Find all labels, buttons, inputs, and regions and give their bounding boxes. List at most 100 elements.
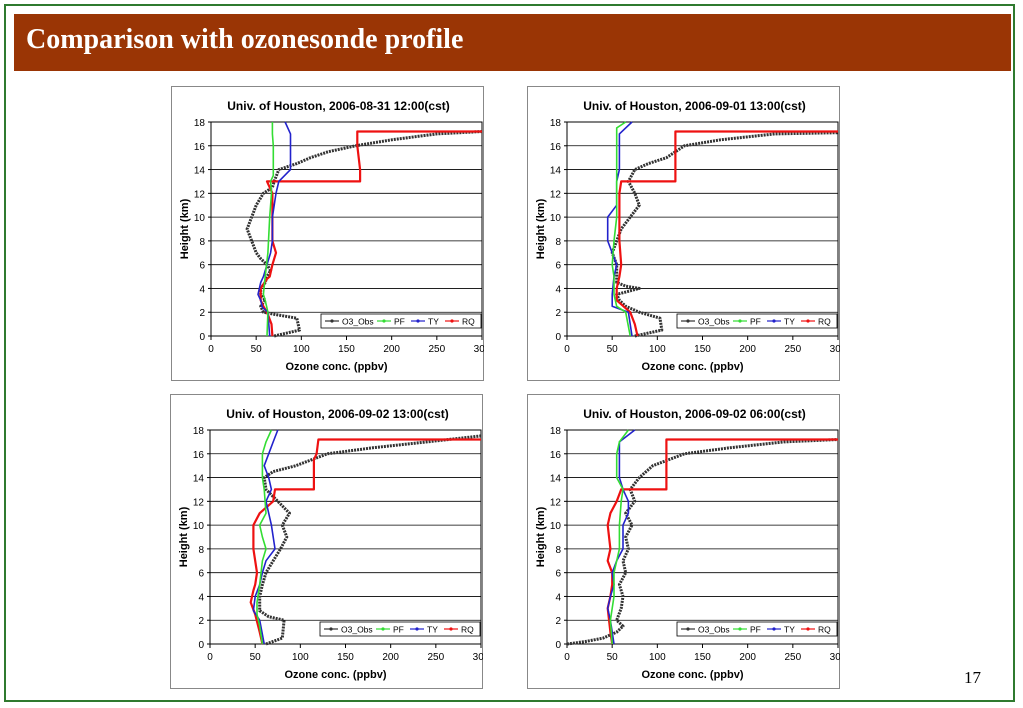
x-tick-label: 50	[251, 344, 263, 355]
y-tick-label: 18	[550, 118, 562, 129]
y-tick-label: 14	[550, 474, 562, 485]
chart-panel-1: Univ. of Houston, 2006-08-31 12:00(cst) 0…	[171, 86, 484, 381]
legend-label: TY	[427, 625, 438, 635]
legend-label: TY	[428, 317, 439, 327]
legend-label: O3_Obs	[341, 625, 373, 635]
y-tick-label: 12	[550, 189, 562, 200]
y-tick-label: 0	[555, 640, 561, 651]
x-tick-label: 250	[784, 652, 801, 663]
y-tick-label: 2	[198, 616, 204, 627]
legend-marker	[772, 627, 776, 631]
chart-border	[527, 86, 840, 381]
legend-label: RQ	[818, 317, 831, 327]
series-line-rq	[249, 438, 481, 645]
y-tick-label: 4	[555, 592, 561, 603]
legend-marker	[738, 627, 742, 631]
y-tick-label: 8	[198, 545, 204, 556]
y-tick-label: 12	[193, 497, 205, 508]
x-tick-label: 300	[830, 652, 840, 663]
legend-label: RQ	[818, 625, 831, 635]
x-axis-label: Ozone conc. (ppbv)	[641, 361, 743, 373]
chart-panel-2: Univ. of Houston, 2006-09-01 13:00(cst) 0…	[527, 86, 840, 381]
x-tick-label: 250	[428, 344, 445, 355]
y-axis-label: Height (km)	[535, 198, 547, 259]
y-tick-label: 0	[198, 640, 204, 651]
y-tick-label: 0	[555, 332, 561, 343]
legend-marker	[381, 627, 385, 631]
legend-label: TY	[784, 625, 795, 635]
page-number: 17	[964, 668, 981, 687]
series-line-o3_obs	[566, 438, 839, 646]
chart-title: Univ. of Houston, 2006-08-31 12:00(cst)	[227, 99, 450, 113]
chart-svg: Univ. of Houston, 2006-09-01 13:00(cst) 0…	[527, 86, 840, 381]
legend-label: PF	[750, 625, 761, 635]
y-tick-label: 4	[199, 284, 205, 295]
y-tick-label: 6	[555, 261, 561, 272]
x-tick-label: 50	[607, 652, 619, 663]
y-tick-label: 2	[555, 616, 561, 627]
y-tick-label: 14	[194, 166, 206, 177]
y-axis-label: Height (km)	[179, 198, 191, 259]
legend-box	[676, 621, 838, 637]
series-line-o3_obs	[245, 130, 483, 338]
y-tick-label: 12	[194, 189, 206, 200]
legend-label: PF	[750, 317, 761, 327]
legend-marker	[806, 627, 810, 631]
legend-label: O3_Obs	[698, 317, 730, 327]
legend-marker	[738, 319, 742, 323]
x-tick-label: 250	[784, 344, 801, 355]
x-tick-label: 50	[250, 652, 262, 663]
y-tick-label: 16	[194, 142, 206, 153]
series-line-ty	[257, 121, 292, 337]
legend-label: O3_Obs	[342, 317, 374, 327]
chart-title: Univ. of Houston, 2006-09-02 06:00(cst)	[583, 407, 806, 421]
y-tick-label: 18	[193, 426, 205, 437]
x-axis-label: Ozone conc. (ppbv)	[284, 669, 386, 681]
x-tick-label: 150	[338, 344, 355, 355]
x-tick-label: 0	[207, 652, 213, 663]
chart-svg: Univ. of Houston, 2006-09-02 13:00(cst) 0…	[170, 394, 483, 689]
x-tick-label: 0	[564, 652, 570, 663]
legend-marker	[416, 319, 420, 323]
series-line-o3_obs	[610, 131, 839, 338]
x-tick-label: 200	[382, 652, 399, 663]
y-tick-label: 8	[555, 237, 561, 248]
chart-panel-4: Univ. of Houston, 2006-09-02 06:00(cst) 0…	[527, 394, 840, 689]
series-line-ty	[606, 121, 633, 337]
chart-border	[170, 394, 483, 689]
legend-marker	[330, 319, 334, 323]
legend-box	[676, 313, 838, 329]
x-tick-label: 100	[649, 344, 666, 355]
chart-border	[527, 394, 840, 689]
series-line-o3_obs	[258, 434, 482, 646]
y-tick-label: 16	[193, 450, 205, 461]
y-tick-label: 8	[199, 237, 205, 248]
y-tick-label: 16	[550, 450, 562, 461]
x-tick-label: 300	[474, 344, 484, 355]
chart-svg: Univ. of Houston, 2006-08-31 12:00(cst) 0…	[171, 86, 484, 381]
y-tick-label: 14	[193, 474, 205, 485]
y-tick-label: 12	[550, 497, 562, 508]
chart-panel-3: Univ. of Houston, 2006-09-02 13:00(cst) 0…	[170, 394, 483, 689]
y-tick-label: 6	[199, 261, 205, 272]
y-tick-label: 2	[555, 308, 561, 319]
x-tick-label: 0	[208, 344, 214, 355]
x-tick-label: 100	[293, 344, 310, 355]
legend-label: RQ	[462, 317, 475, 327]
y-tick-label: 18	[550, 426, 562, 437]
series-line-ty	[252, 429, 279, 645]
x-tick-label: 150	[694, 652, 711, 663]
x-tick-label: 100	[649, 652, 666, 663]
y-tick-label: 8	[555, 545, 561, 556]
series-line-pf	[256, 429, 273, 645]
series-line-pf	[611, 121, 631, 337]
y-tick-label: 4	[198, 592, 204, 603]
x-tick-label: 200	[739, 344, 756, 355]
legend-label: PF	[393, 625, 404, 635]
y-tick-label: 4	[555, 284, 561, 295]
series-line-rq	[615, 130, 838, 337]
x-axis-label: Ozone conc. (ppbv)	[285, 361, 387, 373]
slide-title: Comparison with ozonesonde profile	[26, 24, 464, 55]
x-tick-label: 150	[694, 344, 711, 355]
series-line-pf	[262, 122, 275, 337]
